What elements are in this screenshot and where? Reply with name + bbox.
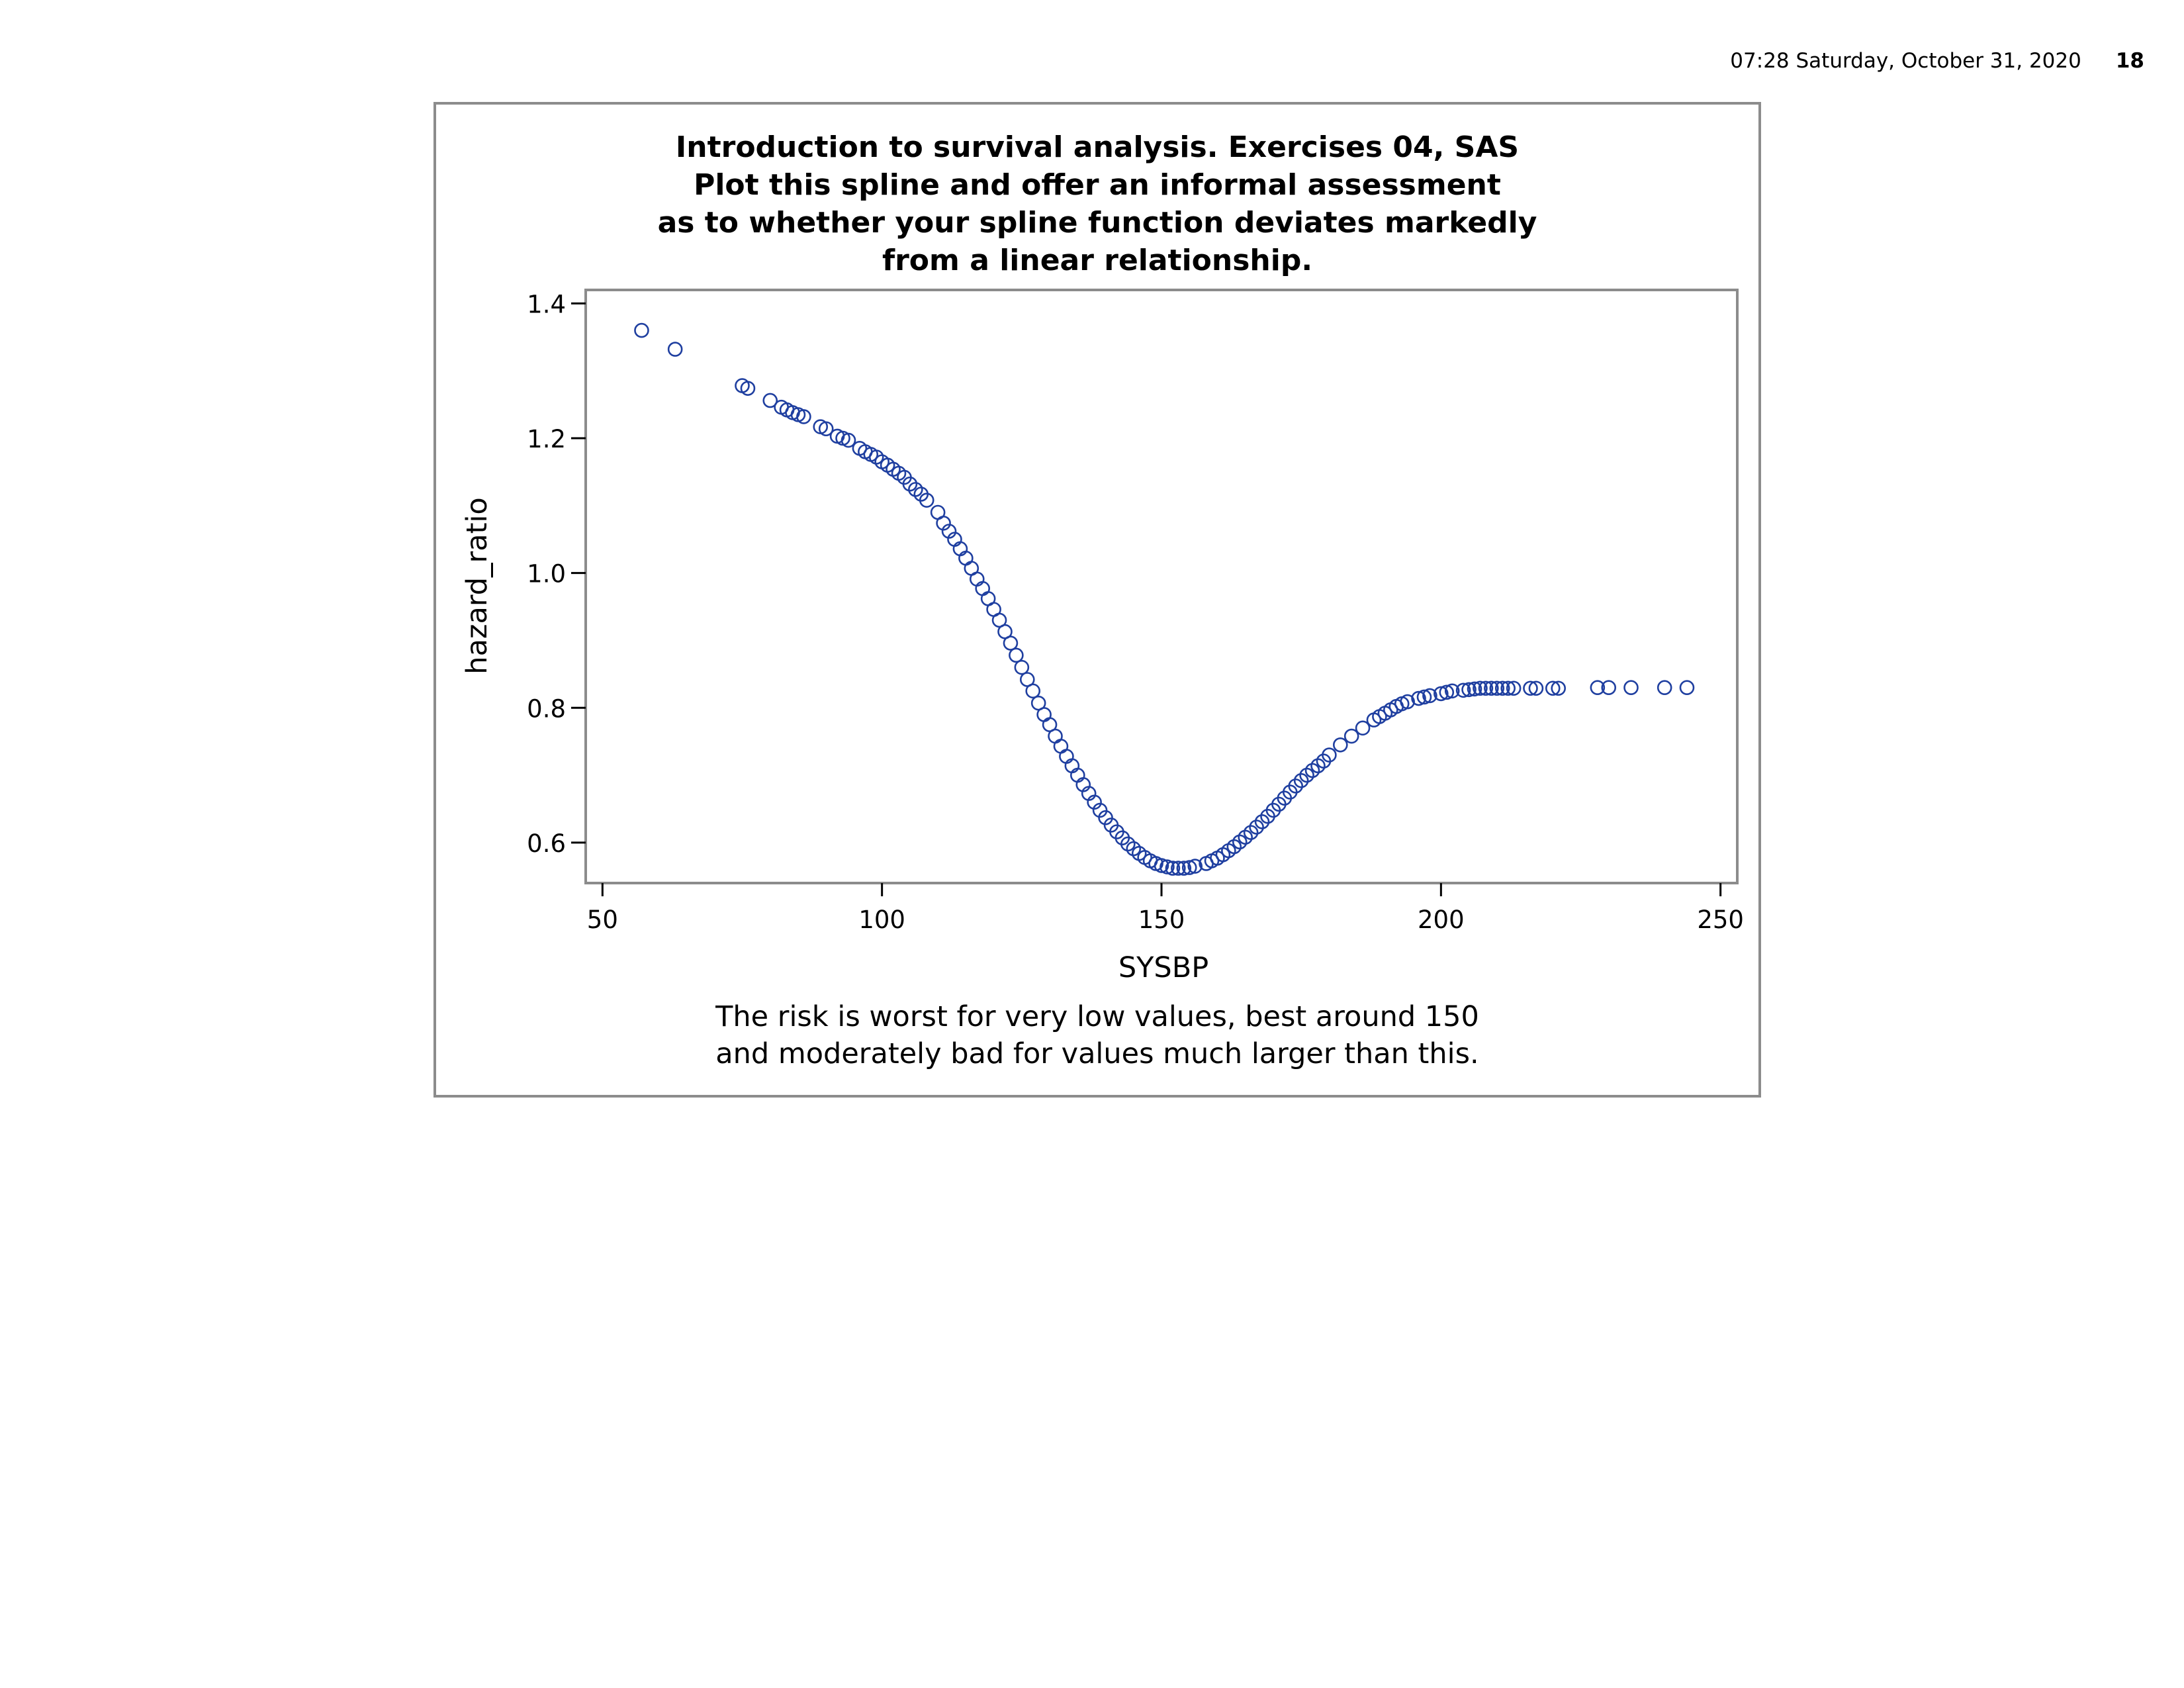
data-point xyxy=(1478,680,1494,696)
chart-footnote: The risk is worst for very low values, b… xyxy=(436,998,1758,1072)
chart-title: Introduction to survival analysis. Exerc… xyxy=(436,128,1758,279)
chart-title-line-2: Plot this spline and offer an informal a… xyxy=(694,168,1501,202)
data-point xyxy=(1416,689,1432,705)
footnote-line-2: and moderately bad for values much large… xyxy=(715,1037,1479,1070)
data-point xyxy=(1343,728,1359,744)
data-point xyxy=(1484,680,1499,696)
data-point xyxy=(1176,861,1192,876)
y-axis: 0.6 0.8 1.0 1.2 1.4 xyxy=(527,290,586,858)
data-point xyxy=(762,393,778,408)
page-number: 18 xyxy=(2115,49,2144,73)
data-point xyxy=(1181,860,1197,875)
graph-frame: Introduction to survival analysis. Exerc… xyxy=(433,102,1761,1098)
y-tick-label: 1.2 xyxy=(527,425,566,453)
data-point xyxy=(1679,680,1695,696)
data-point xyxy=(1657,680,1672,696)
data-point xyxy=(1623,680,1639,696)
data-point xyxy=(1171,861,1186,876)
data-point xyxy=(796,409,811,424)
data-point xyxy=(667,342,683,357)
x-tick-label: 250 xyxy=(1697,906,1744,934)
data-point xyxy=(1187,859,1203,874)
data-point xyxy=(1092,802,1108,818)
x-axis: 50 100 150 200 250 xyxy=(587,883,1744,934)
data-point xyxy=(1494,680,1510,696)
data-point xyxy=(1489,680,1505,696)
data-point xyxy=(1528,680,1544,696)
plot-area-border xyxy=(584,289,1739,884)
y-tick-label: 1.0 xyxy=(527,560,566,588)
header-timestamp: 07:28 Saturday, October 31, 2020 xyxy=(1730,49,2081,73)
data-point xyxy=(1154,858,1169,873)
data-point xyxy=(1433,686,1449,702)
chart-title-line-4: from a linear relationship. xyxy=(882,244,1313,277)
y-axis-label: hazard_ratio xyxy=(461,497,494,674)
data-point xyxy=(919,492,934,508)
y-tick-label: 0.6 xyxy=(527,829,566,858)
data-point xyxy=(902,476,918,492)
data-point xyxy=(1288,778,1304,794)
y-tick-label: 0.8 xyxy=(527,694,566,723)
data-point xyxy=(1003,635,1019,651)
chart-title-line-3: as to whether your spline function devia… xyxy=(657,206,1537,240)
data-point xyxy=(1467,681,1482,697)
data-point xyxy=(1444,683,1460,699)
data-point xyxy=(1249,820,1264,835)
data-point xyxy=(1293,773,1309,788)
data-point xyxy=(1243,825,1259,840)
data-point xyxy=(1355,720,1371,736)
data-point xyxy=(1025,683,1041,699)
x-tick-label: 100 xyxy=(858,906,905,934)
data-point xyxy=(1254,814,1270,829)
data-point xyxy=(1160,859,1175,874)
data-point xyxy=(1422,688,1437,704)
data-point xyxy=(1014,659,1030,675)
data-point xyxy=(1439,684,1455,700)
data-point xyxy=(1098,810,1113,825)
data-point xyxy=(740,381,756,396)
data-point xyxy=(1165,861,1181,876)
footnote-line-1: The risk is worst for very low values, b… xyxy=(715,1000,1479,1033)
x-axis-label: SYSBP xyxy=(1118,951,1208,984)
data-point xyxy=(1411,690,1426,706)
data-point xyxy=(1601,680,1617,696)
page-header: 07:28 Saturday, October 31, 2020 18 xyxy=(1730,49,2144,73)
data-point xyxy=(1332,737,1348,753)
y-tick-label: 1.4 xyxy=(527,290,566,318)
data-point xyxy=(841,432,856,448)
data-point xyxy=(634,322,649,338)
data-point xyxy=(818,421,834,437)
data-point xyxy=(1053,739,1069,754)
data-point xyxy=(1048,728,1063,744)
data-point xyxy=(1590,680,1606,696)
data-markers xyxy=(634,322,1695,876)
data-point xyxy=(1461,682,1477,698)
x-tick-label: 200 xyxy=(1418,906,1465,934)
data-point xyxy=(1545,680,1561,696)
x-tick-label: 50 xyxy=(587,906,618,934)
chart-title-line-1: Introduction to survival analysis. Exerc… xyxy=(675,130,1520,164)
scatter-plot: 0.6 0.8 1.0 1.2 1.4 50 100 150 200 250 SYSBP haz… xyxy=(461,289,1744,984)
data-point xyxy=(1455,682,1471,698)
data-point xyxy=(1506,680,1522,696)
data-point xyxy=(1500,680,1516,696)
data-point xyxy=(1551,680,1567,696)
data-point xyxy=(1473,680,1488,696)
x-tick-label: 150 xyxy=(1138,906,1185,934)
data-point xyxy=(1400,694,1415,710)
data-point xyxy=(1036,707,1052,722)
data-point xyxy=(1523,680,1538,696)
data-point xyxy=(1322,747,1337,763)
data-point xyxy=(1009,647,1024,663)
